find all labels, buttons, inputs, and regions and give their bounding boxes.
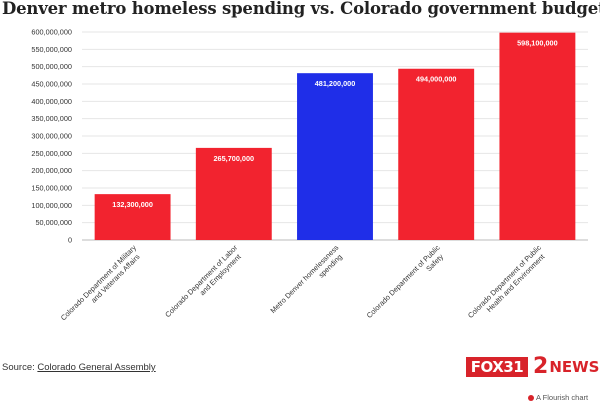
y-tick-label: 250,000,000 [31, 149, 72, 158]
y-tick-label: 600,000,000 [31, 28, 72, 37]
2news-logo-word: NEWS [549, 358, 600, 376]
y-tick-label: 300,000,000 [31, 132, 72, 141]
y-tick-label: 200,000,000 [31, 166, 72, 175]
x-tick-label: Metro Denver homelessnessspending [268, 243, 347, 322]
source-link[interactable]: Colorado General Assembly [37, 362, 156, 373]
x-tick-label: Colorado Department of Militaryand Veter… [59, 243, 145, 329]
bar-chart: 0 50,000,000 100,000,000 150,000,000 200,000… [31, 28, 588, 329]
data-label: 598,100,000 [517, 39, 558, 48]
y-tick-label: 450,000,000 [31, 80, 72, 89]
y-tick-label: 0 [68, 236, 72, 245]
2news-logo-number: 2 [533, 354, 549, 379]
bar [398, 68, 475, 240]
bar [94, 194, 171, 240]
data-label: 481,200,000 [315, 79, 356, 88]
y-tick-label: 550,000,000 [31, 45, 72, 54]
y-tick-label: 100,000,000 [31, 201, 72, 210]
data-label: 494,000,000 [416, 75, 457, 84]
y-tick-label: 350,000,000 [31, 114, 72, 123]
flourish-icon [528, 395, 534, 402]
x-tick-label: Colorado Department of PublicHealth and … [466, 243, 550, 327]
source-note: Source: Colorado General Assembly [2, 362, 156, 373]
data-label: 132,300,000 [112, 200, 153, 209]
chart-title: Denver metro homeless spending vs. Color… [2, 0, 600, 18]
flourish-credit-label: A Flourish chart [536, 393, 589, 402]
flourish-credit[interactable]: A Flourish chart [528, 393, 588, 402]
y-tick-label: 150,000,000 [31, 184, 72, 193]
source-label: Source: [2, 362, 35, 373]
x-tick-label: Colorado Department of Laborand Employme… [163, 243, 246, 326]
bar [195, 147, 272, 240]
y-tick-label: 500,000,000 [31, 62, 72, 71]
2news-logo: 2NEWS [533, 355, 599, 379]
x-tick-label: Colorado Department of PublicSafety [365, 243, 449, 327]
data-label: 265,700,000 [214, 154, 255, 163]
y-tick-label: 400,000,000 [31, 97, 72, 106]
y-tick-label: 50,000,000 [35, 218, 72, 227]
bar [499, 32, 576, 241]
bar [297, 73, 373, 241]
fox31-logo: FOX31 [466, 357, 528, 377]
